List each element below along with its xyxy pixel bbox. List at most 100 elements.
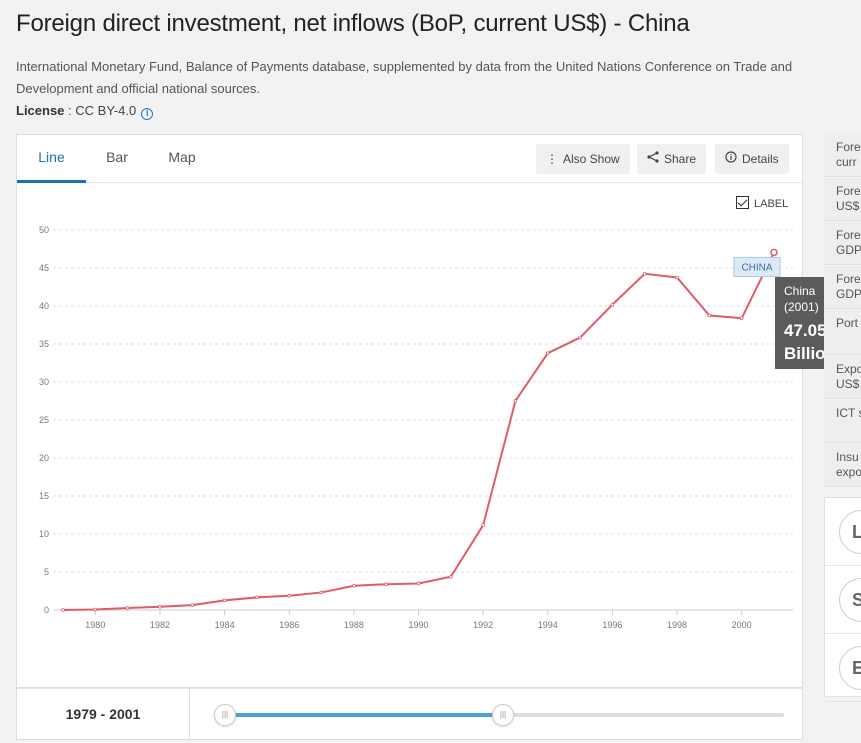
series-label-box xyxy=(733,256,781,277)
related-indicator-text: US$ xyxy=(836,199,860,213)
data-point xyxy=(61,608,65,612)
tooltip-country: China xyxy=(784,284,816,298)
chart-tabs: Line Bar Map ⋮ Also Show Share Details xyxy=(17,135,802,183)
license-label: License xyxy=(16,103,65,118)
data-point xyxy=(578,335,582,340)
share-label: Share xyxy=(664,152,697,166)
data-point xyxy=(158,604,162,609)
related-indicator-text: curr xyxy=(836,155,857,169)
y-tick-label: 5 xyxy=(44,567,49,577)
related-indicator-item[interactable]: Fore US$ xyxy=(824,178,861,221)
related-indicator-text: Fore xyxy=(836,140,861,154)
related-indicator-text: GDP xyxy=(836,287,861,301)
also-show-label: Also Show xyxy=(563,152,620,166)
range-label: 1979 - 2001 xyxy=(17,689,190,739)
label-checkbox[interactable] xyxy=(736,196,749,209)
related-indicator-text: Expo xyxy=(836,362,861,376)
x-tick-label: 1988 xyxy=(344,620,364,630)
data-point xyxy=(642,271,647,276)
range-start-handle[interactable]: ||| xyxy=(214,704,236,726)
data-point xyxy=(481,523,485,527)
related-card[interactable]: E xyxy=(825,634,861,702)
related-cards: LI SE xyxy=(824,497,861,702)
x-tick-label: 1986 xyxy=(279,620,299,630)
related-indicator-item[interactable]: Fore curr xyxy=(824,134,861,177)
data-point xyxy=(416,581,421,586)
related-indicator-item[interactable]: ICT s xyxy=(824,400,861,443)
data-point xyxy=(675,275,679,280)
source-note: International Monetary Fund, Balance of … xyxy=(16,59,793,96)
y-tick-label: 50 xyxy=(39,225,49,235)
tab-line[interactable]: Line xyxy=(17,135,86,183)
details-button[interactable]: Details xyxy=(715,144,789,174)
data-point xyxy=(222,598,227,603)
card-icon: E xyxy=(839,646,861,690)
data-point xyxy=(513,399,518,403)
tab-bar[interactable]: Bar xyxy=(106,149,128,165)
line-chart: 0 5 10 15 20 25 30 35 40 45 50 1980 1982 1984 1986 1988… xyxy=(39,225,793,630)
x-tick-label: 1998 xyxy=(667,620,687,630)
related-indicator-item[interactable]: Port xyxy=(824,310,861,355)
range-slider-fill xyxy=(222,713,509,717)
y-tick-label: 15 xyxy=(39,491,49,501)
label-toggle[interactable]: LABEL xyxy=(736,196,788,210)
related-indicator-text: expo xyxy=(836,465,861,479)
data-point xyxy=(610,302,615,307)
x-tick-label: 1980 xyxy=(85,620,105,630)
related-indicator-text: Fore xyxy=(836,228,861,242)
y-tick-label: 35 xyxy=(39,339,49,349)
x-tick-label: 1994 xyxy=(538,620,558,630)
data-point xyxy=(707,313,712,318)
license-value: : CC BY-4.0 xyxy=(64,103,137,118)
related-indicator-text: ICT s xyxy=(836,406,861,420)
data-point xyxy=(287,593,292,598)
tooltip-value-number: 47.05 xyxy=(784,321,827,340)
related-card[interactable]: S xyxy=(825,566,861,634)
x-tick-label: 2000 xyxy=(732,620,752,630)
tooltip-year: (2001) xyxy=(784,300,819,314)
data-point xyxy=(352,583,356,588)
x-tick-label: 1984 xyxy=(215,620,235,630)
related-indicator-item[interactable]: Expo US$ xyxy=(824,356,861,399)
related-indicator-text: Fore xyxy=(836,272,861,286)
related-indicators-list: Fore curr Fore US$ Fore GDP Fore GDP Port Expo US$… xyxy=(824,134,861,488)
y-tick-label: 25 xyxy=(39,415,49,425)
y-tick-label: 0 xyxy=(44,605,49,615)
share-icon xyxy=(647,144,659,174)
data-point xyxy=(93,607,98,612)
x-tick-label: 1996 xyxy=(602,620,622,630)
card-icon: LI xyxy=(839,510,861,554)
share-button[interactable]: Share xyxy=(637,144,707,174)
year-range-bar: 1979 - 2001 ||| ||| xyxy=(16,688,803,740)
related-indicator-text: US$ xyxy=(836,377,860,391)
more-vertical-icon: ⋮ xyxy=(546,152,558,166)
data-point xyxy=(319,590,324,595)
license: License : CC BY-4.0 i xyxy=(16,103,154,120)
related-indicator-item[interactable]: Insu expo xyxy=(824,444,861,487)
related-indicator-item[interactable]: Fore GDP xyxy=(824,266,861,309)
info-icon[interactable]: i xyxy=(141,108,154,120)
related-indicator-text: Insu xyxy=(836,450,859,464)
range-end-handle[interactable]: ||| xyxy=(492,704,514,726)
related-card[interactable]: LI xyxy=(825,498,861,566)
y-tick-label: 45 xyxy=(39,263,49,273)
related-indicator-item[interactable]: Fore GDP xyxy=(824,222,861,265)
card-icon: S xyxy=(839,578,861,622)
x-tick-label: 1990 xyxy=(408,620,428,630)
y-tick-label: 30 xyxy=(39,377,49,387)
data-point xyxy=(125,606,130,610)
y-tick-label: 40 xyxy=(39,301,49,311)
info-circle-icon xyxy=(725,144,737,174)
data-point xyxy=(770,248,778,257)
chart-panel: Line Bar Map ⋮ Also Show Share Details LA… xyxy=(16,134,803,688)
related-indicator-text: Port xyxy=(836,316,859,330)
y-tick-label: 10 xyxy=(39,529,49,539)
x-tick-label: 1982 xyxy=(150,620,170,630)
data-point xyxy=(190,603,195,607)
tab-map[interactable]: Map xyxy=(168,149,196,165)
tooltip-value-unit: Billion xyxy=(784,344,836,363)
data-point xyxy=(545,351,550,355)
also-show-button[interactable]: ⋮ Also Show xyxy=(536,144,630,174)
range-slider-track[interactable]: ||| ||| xyxy=(214,704,784,726)
data-point xyxy=(739,316,744,320)
